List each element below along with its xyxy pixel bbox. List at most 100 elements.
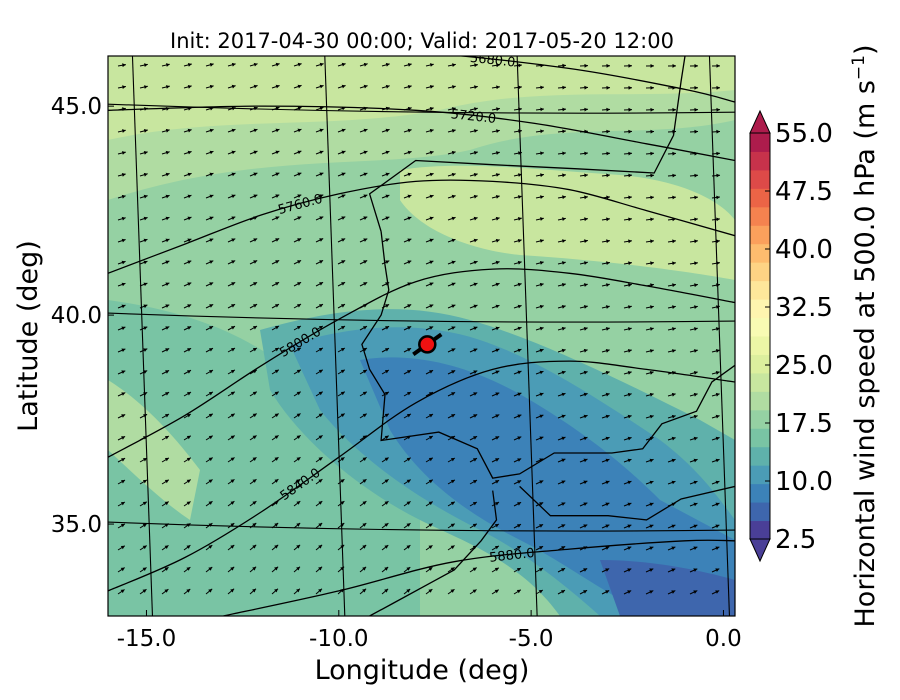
wind-vector-head	[208, 501, 213, 505]
wind-vector-head	[605, 480, 610, 485]
wind-vector-head	[627, 568, 632, 572]
wind-vector-head	[474, 63, 478, 68]
wind-vector-head	[209, 238, 214, 242]
wind-vector-head	[715, 502, 720, 507]
wind-vector-head	[209, 172, 214, 177]
wind-vector-head	[473, 151, 478, 155]
wind-vector-head	[583, 305, 588, 309]
graticule	[108, 56, 735, 616]
wind-vector-head	[120, 589, 125, 594]
wind-vector-head	[318, 523, 323, 527]
wind-vector-head	[540, 85, 544, 90]
x-tick-label: 0.0	[705, 626, 742, 652]
wind-vector-head	[539, 370, 544, 375]
wind-vector-head	[341, 326, 345, 330]
wind-vector-head	[318, 566, 323, 571]
wind-vector-head	[187, 128, 192, 133]
wind-vector-head	[495, 216, 500, 221]
wind-vector-head	[650, 107, 654, 112]
wind-vector-head	[716, 85, 720, 90]
wind-vector-head	[363, 150, 368, 155]
wind-vector-head	[274, 544, 279, 549]
wind-vector-head	[274, 369, 279, 374]
wind-vector-head	[605, 327, 610, 331]
wind-vector-head	[584, 85, 588, 90]
wind-vector-head	[517, 282, 522, 287]
wind-vector-head	[540, 195, 544, 199]
wind-vector-head	[363, 260, 368, 264]
wind-vector-head	[715, 480, 720, 485]
wind-vector-head	[628, 107, 632, 112]
wind-vector-head	[583, 283, 588, 287]
wind-vector-head	[583, 458, 588, 463]
wind-vector-head	[694, 107, 698, 112]
wind-vector-head	[274, 523, 279, 527]
wind-vector-head	[539, 568, 543, 572]
wind-vector-head	[562, 63, 566, 68]
wind-vector-head	[231, 172, 236, 177]
wind-vector-head	[143, 151, 148, 155]
wind-vector-head	[362, 369, 367, 374]
wind-vector-head	[584, 195, 588, 200]
wind-vector-head	[362, 391, 367, 396]
colorbar-label: Horizontal wind speed at 500.0 hPa (m s−…	[849, 44, 881, 627]
wind-vector-head	[406, 523, 411, 527]
wind-vector-head	[340, 501, 345, 505]
wind-vector-head	[649, 371, 654, 375]
wind-vector-head	[209, 348, 213, 352]
wind-vector-head	[693, 590, 698, 594]
wind-vector-head	[385, 260, 390, 264]
wind-vector-head	[715, 414, 720, 419]
wind-vector-head	[494, 589, 499, 594]
wind-vector-head	[275, 172, 280, 177]
wind-vector-head	[296, 326, 301, 330]
wind-vector-head	[209, 150, 214, 155]
wind-vector-head	[649, 568, 654, 572]
wind-vector-head	[583, 392, 588, 397]
wind-vector-head	[561, 348, 566, 353]
wind-vector-head	[627, 502, 632, 507]
wind-vector-head	[121, 282, 126, 287]
wind-vector-head	[164, 457, 169, 462]
wind-vector-head	[649, 524, 654, 529]
wind-vector-head	[627, 414, 632, 419]
wind-vector-head	[297, 84, 302, 89]
colorbar-segment	[750, 391, 770, 411]
wind-vector-head	[274, 479, 279, 483]
wind-vector-head	[452, 63, 456, 67]
wind-vector-head	[363, 194, 368, 198]
wind-vector-head	[517, 524, 521, 528]
wind-vector-head	[319, 282, 324, 286]
wind-vector-head	[628, 64, 632, 68]
wind-vector-head	[561, 546, 566, 550]
wind-vector-head	[694, 261, 698, 266]
wind-vector-head	[628, 151, 632, 156]
wind-vector-head	[429, 216, 434, 221]
y-axis-ticks: 35.0 40.0 45.0	[51, 94, 114, 538]
wind-vector-head	[363, 282, 368, 286]
wind-vector-head	[209, 326, 214, 330]
wind-vector-head	[606, 283, 610, 287]
wind-vector-head	[318, 391, 323, 396]
wind-vector-head	[561, 480, 566, 484]
x-tick-label: -15.0	[117, 626, 177, 652]
wind-vector-head	[274, 457, 279, 461]
wind-vector-head	[517, 239, 522, 243]
wind-vector-head	[209, 194, 214, 199]
wind-vector-head	[451, 194, 456, 199]
coastline-segment	[519, 485, 735, 521]
wind-vector-head	[627, 392, 632, 397]
wind-vector-head	[496, 151, 500, 155]
wind-vector-head	[694, 86, 698, 90]
wind-vector-head	[451, 260, 456, 265]
field-band-lower	[360, 357, 735, 616]
wind-vector-head	[715, 524, 720, 529]
wind-vector-head	[562, 85, 566, 90]
wind-vector-head	[165, 260, 170, 265]
wind-vector-head	[715, 458, 720, 463]
wind-vector-head	[362, 545, 367, 549]
wind-vector-head	[230, 457, 235, 461]
wind-vector-head	[428, 436, 433, 440]
contour-label: 5680.0	[469, 51, 516, 71]
wind-vector-head	[494, 524, 499, 528]
